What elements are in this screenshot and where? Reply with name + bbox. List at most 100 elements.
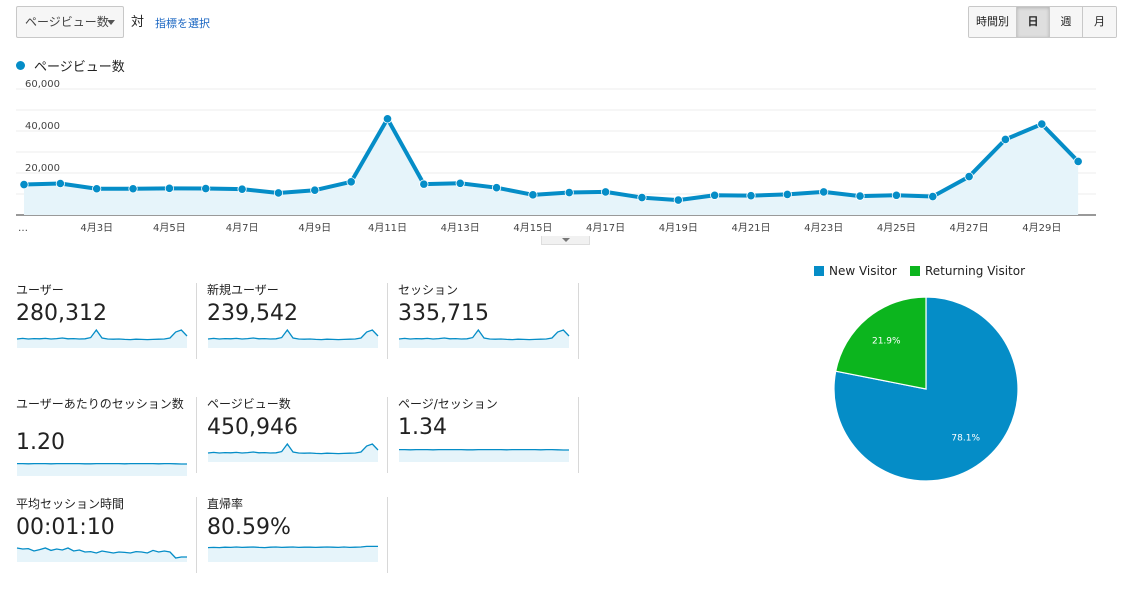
metric-value: 1.34 [398, 415, 447, 440]
data-point[interactable] [273, 188, 284, 198]
chart-expand-toggle[interactable] [541, 236, 590, 245]
metric-value: 1.20 [16, 430, 65, 455]
metric-cell[interactable]: 新規ユーザー 239,542 [207, 283, 388, 359]
metric-cell[interactable]: ページ/セッション 1.34 [398, 397, 579, 473]
data-point[interactable] [201, 183, 211, 194]
data-point[interactable] [564, 187, 574, 198]
data-point[interactable] [346, 177, 356, 187]
legend-series-label: ページビュー数 [34, 60, 125, 75]
metric-value: 00:01:10 [16, 515, 115, 540]
data-point[interactable] [600, 187, 611, 197]
x-tick-label: 4月27日 [950, 222, 989, 234]
data-point[interactable] [455, 178, 465, 188]
data-point[interactable] [237, 184, 247, 194]
metric-sparkline [398, 328, 570, 348]
data-point[interactable] [382, 114, 393, 124]
metric-sparkline [16, 328, 188, 348]
pie-slice[interactable] [835, 296, 927, 390]
data-point[interactable] [1073, 156, 1083, 167]
metric-value: 450,946 [207, 415, 298, 440]
sparkline-line [16, 547, 187, 559]
granularity-week-button[interactable]: 週 [1049, 7, 1082, 37]
metric-cell[interactable]: セッション 335,715 [398, 283, 579, 359]
y-tick-label: 40,000 [25, 121, 60, 132]
pie-legend-item[interactable]: New Visitor [814, 264, 897, 278]
legend-swatch-icon [814, 266, 824, 276]
metric-label: ユーザーあたりのセッション数 [16, 397, 184, 411]
pie-legend-label: Returning Visitor [925, 264, 1025, 278]
metric-sparkline [17, 462, 187, 476]
metric-label: セッション [398, 283, 459, 297]
metric-value: 239,542 [207, 301, 298, 326]
x-tick-label: 4月9日 [298, 222, 331, 234]
data-point[interactable] [419, 179, 429, 189]
metric-sparkline [207, 442, 379, 462]
metric-cell[interactable]: ページビュー数 450,946 [207, 397, 388, 473]
data-point[interactable] [855, 191, 865, 201]
x-tick-label: 4月29日 [1022, 222, 1061, 234]
data-point[interactable] [92, 184, 102, 194]
y-tick-label: 20,000 [25, 163, 60, 174]
y-tick-label: 60,000 [25, 79, 60, 90]
data-point[interactable] [673, 195, 683, 205]
metric-label: 直帰率 [207, 497, 244, 511]
data-point[interactable] [746, 191, 756, 201]
sparkline-line [207, 545, 378, 549]
data-point[interactable] [1037, 119, 1047, 129]
x-tick-label: 4月5日 [153, 222, 186, 234]
metric-cell[interactable]: 直帰率 80.59% [207, 497, 388, 573]
data-point[interactable] [19, 179, 29, 190]
sparkline-line [16, 328, 188, 341]
metric-sparkline [399, 448, 569, 462]
data-point[interactable] [55, 178, 65, 189]
sparkline-line [207, 442, 379, 455]
sparkline-line [398, 328, 570, 341]
legend-swatch-icon [910, 266, 920, 276]
pie-legend-item[interactable]: Returning Visitor [910, 264, 1025, 278]
sparkline-area [208, 546, 378, 562]
granularity-hourly-button[interactable]: 時間別 [969, 7, 1016, 37]
metric-value: 280,312 [16, 301, 107, 326]
sparkline-area [17, 463, 187, 476]
data-point[interactable] [891, 190, 902, 200]
x-tick-label: 4月3日 [80, 222, 113, 234]
pie-slice-label: 78.1% [951, 433, 980, 443]
metric-label: ページ/セッション [398, 397, 498, 411]
sparkline-area [208, 330, 378, 348]
data-point[interactable] [491, 183, 502, 193]
data-point[interactable] [637, 192, 647, 203]
granularity-day-button[interactable]: 日 [1016, 7, 1049, 37]
data-point[interactable] [128, 184, 138, 194]
sparkline-area [399, 330, 569, 348]
visitor-type-pie-chart: New Visitor Returning Visitor 78.1% 21.9% [814, 264, 1025, 482]
x-tick-label: 4月21日 [731, 222, 770, 234]
data-point[interactable] [782, 189, 792, 200]
sparkline-area [399, 449, 569, 462]
data-point[interactable] [310, 185, 320, 195]
pie-slice-label: 21.9% [872, 337, 901, 347]
metric-cell[interactable]: 平均セッション時間 00:01:10 [16, 497, 197, 573]
data-point[interactable] [1000, 134, 1011, 145]
series-area [24, 118, 1079, 215]
chevron-down-icon [107, 20, 115, 25]
x-tick-label: 4月25日 [877, 222, 916, 234]
metric-select[interactable]: ページビュー数 [16, 6, 124, 38]
metric-cell[interactable]: ユーザーあたりのセッション数 1.20 [16, 397, 197, 476]
metric-label: 平均セッション時間 [16, 497, 125, 511]
sparkline-area [17, 548, 187, 562]
metric-label: ユーザー [16, 283, 64, 297]
data-point[interactable] [164, 183, 174, 193]
x-tick-label: 4月7日 [226, 222, 259, 234]
chevron-down-icon [562, 238, 570, 242]
data-point[interactable] [710, 190, 720, 200]
x-tick-label: 4月23日 [804, 222, 843, 234]
metric-cell[interactable]: ユーザー 280,312 [16, 283, 197, 359]
data-point[interactable] [528, 190, 538, 200]
granularity-month-button[interactable]: 月 [1082, 7, 1116, 37]
data-point[interactable] [964, 171, 974, 182]
data-point[interactable] [928, 191, 938, 202]
granularity-toggle: 時間別 日 週 月 [968, 6, 1117, 38]
metric-sparkline [16, 547, 187, 562]
select-metric-link[interactable]: 指標を選択 [155, 17, 210, 30]
data-point[interactable] [819, 187, 829, 197]
